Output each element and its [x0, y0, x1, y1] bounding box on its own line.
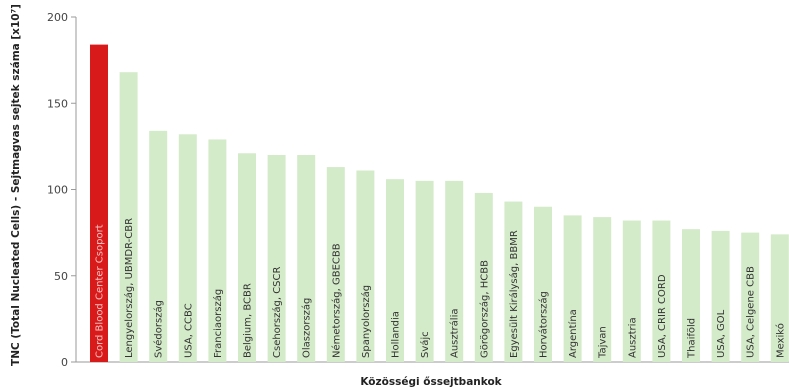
bar-category-label: Ausztrália: [449, 309, 461, 358]
bar-category-label: USA, CRIR CORD: [657, 274, 668, 358]
bar: [711, 230, 730, 362]
bar: [208, 139, 227, 362]
bar-category-label: USA, GOL: [716, 309, 727, 358]
bar: [741, 232, 760, 362]
bar: [563, 215, 582, 362]
bar-category-label: Egyesült Királyság, BBMR: [508, 230, 520, 358]
bar: [652, 220, 671, 362]
bar: [326, 167, 345, 362]
bar: [622, 220, 641, 362]
bar: [267, 155, 286, 362]
bar-category-label: USA, Celgene CBB: [746, 266, 757, 358]
bar-category-label: Olaszország: [301, 298, 313, 358]
bar: [415, 180, 434, 362]
bar: [770, 234, 789, 362]
bar-category-label: USA, CCBC: [183, 303, 194, 358]
bar: [356, 170, 375, 362]
bar: [178, 134, 197, 362]
y-tick-label: 200: [47, 11, 68, 24]
bar-category-label: Ausztria: [627, 317, 638, 358]
bar: [682, 229, 700, 362]
bar-category-label: Mexikó: [774, 323, 786, 358]
bar-category-label: Hollandia: [391, 311, 402, 358]
bar-category-label: Csehország, CSCR: [271, 266, 283, 358]
bar-category-label: Franciaország: [212, 289, 224, 358]
y-tick-label: 50: [54, 270, 68, 283]
bar: [534, 206, 552, 362]
y-tick-label: 100: [47, 184, 68, 197]
bar: [119, 72, 138, 362]
bar-category-label: Belgium, BCBR: [243, 283, 254, 358]
bar-category-label: Svédország: [153, 300, 165, 358]
y-tick-label: 0: [61, 356, 68, 369]
bar-category-label: Lengyelország, UBMDR-CBR: [123, 218, 135, 358]
bar: [593, 217, 612, 362]
bar: [297, 155, 316, 362]
bar-category-label: Spanyolország: [360, 285, 372, 358]
bar: [504, 201, 523, 362]
y-tick-label: 150: [47, 97, 68, 110]
bar-labels: Cord Blood Center Csoport Lengyelország, …: [95, 218, 787, 359]
bar-category-label: Cord Blood Center Csoport: [95, 224, 106, 358]
bar: [386, 179, 404, 362]
bar-category-label: Svájc: [419, 331, 431, 358]
bar: [149, 130, 168, 362]
bar-category-label: Németország, GBECBB: [330, 243, 342, 358]
bar-category-label: Argentína: [567, 309, 579, 358]
bar-highlight: [90, 44, 108, 362]
bar-category-label: Thaiföld: [687, 318, 698, 359]
bars: [90, 44, 789, 362]
x-axis-label: Közösségi őssejtbankok: [360, 376, 502, 387]
bar-category-label: Görögország, HCBB: [478, 260, 490, 358]
bar-category-label: Horvátország: [538, 291, 550, 358]
bar-category-label: Tajvan: [598, 326, 609, 359]
bar: [238, 153, 256, 362]
bar: [445, 180, 464, 362]
bar: [474, 192, 493, 362]
y-axis-label: TNC (Total Nucleated Cells) - Sejtmagvas…: [10, 4, 22, 366]
